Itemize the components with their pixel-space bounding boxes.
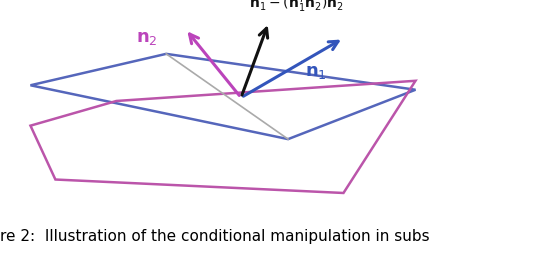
Text: $\mathbf{n}_1 - (\mathbf{n}_1^T\mathbf{n}_2)\mathbf{n}_2$: $\mathbf{n}_1 - (\mathbf{n}_1^T\mathbf{n… bbox=[249, 0, 344, 15]
Text: $\mathbf{n}_1$: $\mathbf{n}_1$ bbox=[305, 63, 326, 81]
Text: re 2:  Illustration of the conditional manipulation in subs: re 2: Illustration of the conditional ma… bbox=[0, 229, 429, 244]
Text: $\mathbf{n}_2$: $\mathbf{n}_2$ bbox=[136, 29, 158, 47]
